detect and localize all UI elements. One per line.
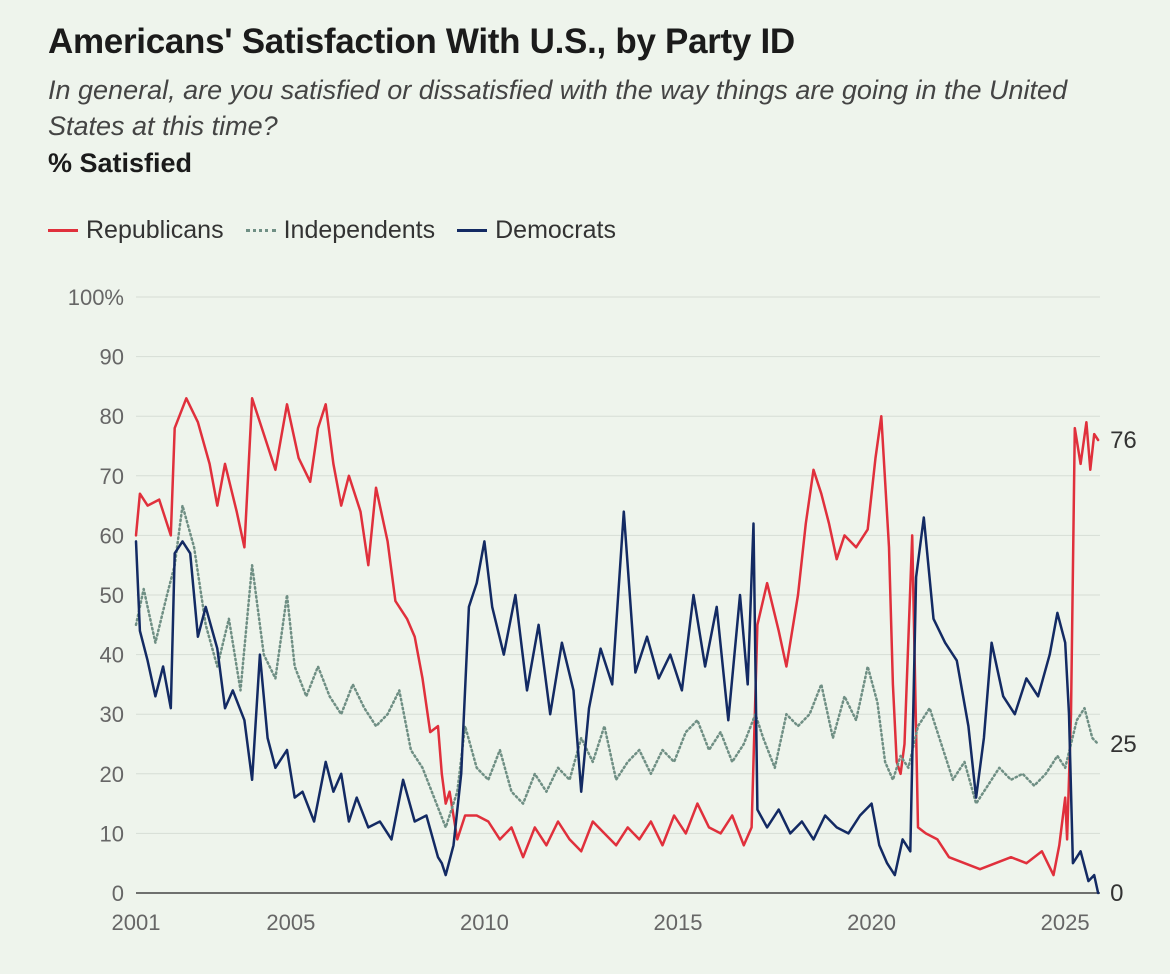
legend: Republicans Independents Democrats <box>48 216 638 245</box>
x-tick-label: 2025 <box>1041 910 1090 935</box>
y-tick-label: 70 <box>100 464 124 489</box>
legend-swatch-democrats <box>457 229 488 232</box>
line-chart: 0 10 20 30 40 50 60 70 80 90 100% 2001 2005 2010 2015 2… <box>68 285 1137 935</box>
chart-subtitle: In general, are you satisfied or dissati… <box>48 75 1068 141</box>
end-label-independents: 25 <box>1110 731 1137 758</box>
y-tick-label: 20 <box>100 762 124 787</box>
legend-label-independents: Independents <box>283 216 436 244</box>
y-tick-label: 100% <box>68 285 124 310</box>
x-tick-label: 2015 <box>654 910 703 935</box>
y-axis-unit-label: % Satisfied <box>48 148 193 178</box>
legend-swatch-independents <box>245 229 276 232</box>
y-tick-label: 50 <box>100 583 124 608</box>
y-tick-label: 80 <box>100 404 124 429</box>
legend-label-republicans: Republicans <box>86 216 224 244</box>
y-tick-label: 30 <box>100 702 124 727</box>
legend-item-republicans: Republicans <box>48 216 224 245</box>
x-tick-label: 2010 <box>460 910 509 935</box>
series-line-democrats <box>134 510 1100 895</box>
x-tick-label: 2020 <box>847 910 896 935</box>
legend-item-independents: Independents <box>245 216 436 245</box>
legend-label-democrats: Democrats <box>495 216 616 244</box>
y-tick-label: 90 <box>100 345 124 370</box>
y-tick-label: 40 <box>100 643 124 668</box>
legend-swatch-republicans <box>48 229 78 232</box>
x-tick-label: 2005 <box>266 910 315 935</box>
legend-item-democrats: Democrats <box>457 216 616 245</box>
end-label-democrats: 0 <box>1110 880 1123 907</box>
series-line-independents <box>134 504 1100 829</box>
y-tick-label: 10 <box>100 821 124 846</box>
y-tick-label: 0 <box>112 881 124 906</box>
end-label-republicans: 76 <box>1110 427 1137 454</box>
x-tick-label: 2001 <box>112 910 161 935</box>
series-line-republicans <box>134 397 1100 877</box>
chart-title: Americans' Satisfaction With U.S., by Pa… <box>48 22 795 61</box>
y-tick-label: 60 <box>100 523 124 548</box>
